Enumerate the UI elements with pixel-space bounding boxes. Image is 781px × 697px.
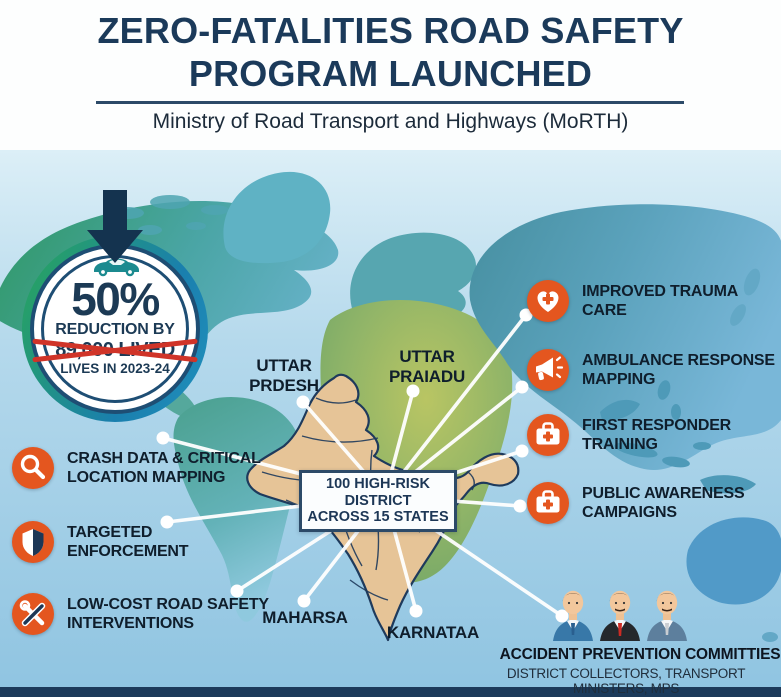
- feature-label: PUBLIC AWARENESS CAMPAIGNS: [582, 485, 745, 521]
- feature-label: CRASH DATA & CRITICAL LOCATION MAPPING: [67, 450, 261, 486]
- feature-low-cost-interventions: LOW-COST ROAD SAFETY INTERVENTIONS: [12, 593, 277, 635]
- ministry-subtitle: Ministry of Road Transport and Highways …: [152, 110, 629, 133]
- avatar-blue-suit: [553, 590, 593, 641]
- medical-heart-icon: [527, 280, 569, 322]
- connector-dots: [156, 308, 569, 623]
- risk-district-box: 100 HIGH-RISK DISTRICT ACROSS 15 STATES: [299, 470, 457, 532]
- risk-box-line2: ACROSS 15 STATES: [307, 509, 449, 525]
- feature-label: LOW-COST ROAD SAFETY INTERVENTIONS: [67, 596, 269, 632]
- state-label-uttar-praiadu: UTTAR PRAIADU: [388, 347, 466, 386]
- feature-public-awareness: PUBLIC AWARENESS CAMPAIGNS: [527, 482, 762, 524]
- feature-label: IMPROVED TRAUMA CARE: [582, 283, 738, 319]
- bottom-bar: [0, 687, 781, 697]
- state-label-karnataa: KARNATAA: [386, 623, 480, 642]
- map-section: 50% REDUCTION BY 89,000 LIVED LIVES IN 2…: [0, 150, 781, 697]
- header: ZERO-FATALITIES ROAD SAFETY PROGRAM LAUN…: [0, 0, 781, 150]
- feature-ambulance-response: AMBULANCE RESPONSE MAPPING: [527, 349, 781, 391]
- header-divider: [96, 101, 684, 104]
- shield-icon: [12, 521, 54, 563]
- badge-ring-inner: [41, 255, 189, 403]
- avatar-black-suit: [600, 590, 640, 641]
- risk-box-line1: 100 HIGH-RISK DISTRICT: [326, 476, 430, 509]
- megaphone-icon: [527, 349, 569, 391]
- page-title-line2: PROGRAM LAUNCHED: [188, 53, 593, 94]
- avatar-gray-suit: [647, 590, 687, 641]
- crossed-tools-icon: [12, 593, 54, 635]
- feature-label: AMBULANCE RESPONSE MAPPING: [582, 352, 775, 388]
- page-title-line1: ZERO-FATALITIES ROAD SAFETY: [97, 10, 684, 51]
- state-label-uttar-prdesh: UTTAR PRDESH: [249, 356, 319, 395]
- feature-label: FIRST RESPONDER TRAINING: [582, 417, 732, 453]
- lives-year-label: LIVES IN 2023-24: [60, 361, 170, 376]
- car-icon: [22, 253, 208, 277]
- first-aid-kit-icon: [527, 482, 569, 524]
- feature-trauma-care: IMPROVED TRAUMA CARE: [527, 280, 747, 322]
- magnifier-icon: [12, 447, 54, 489]
- reduction-label: REDUCTION BY: [55, 321, 175, 338]
- committee-avatars: [551, 583, 689, 641]
- feature-crash-data: CRASH DATA & CRITICAL LOCATION MAPPING: [12, 447, 267, 489]
- committee-title: ACCIDENT PREVENTION COMMITTIES: [499, 646, 781, 663]
- feature-label: TARGETED ENFORCEMENT: [67, 524, 189, 560]
- reduction-badge: 50% REDUCTION BY 89,000 LIVED LIVES IN 2…: [22, 236, 208, 422]
- reduction-percent: 50%: [71, 273, 160, 325]
- state-label-maharsa: MAHARSA: [262, 608, 348, 627]
- world-map: [0, 150, 781, 697]
- down-arrow-icon: [87, 190, 143, 263]
- first-aid-kit-icon: [527, 414, 569, 456]
- feature-first-responder: FIRST RESPONDER TRAINING: [527, 414, 747, 456]
- committee-subtitle: DISTRICT COLLECTORS, TRANSPORT MINISTERS…: [506, 666, 746, 696]
- feature-targeted-enforcement: TARGETED ENFORCEMENT: [12, 521, 217, 563]
